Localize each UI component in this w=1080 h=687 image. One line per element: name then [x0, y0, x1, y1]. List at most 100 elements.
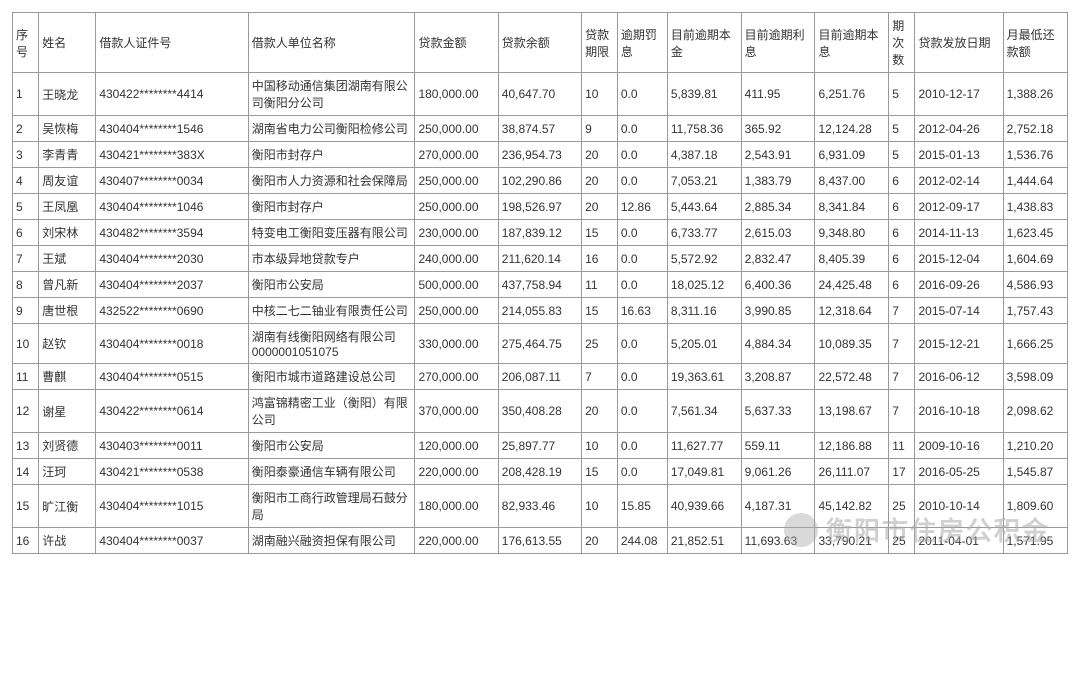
cell-od_interest: 9,061.26 [741, 459, 815, 485]
cell-loan_term: 9 [582, 116, 618, 142]
cell-loan_amt: 180,000.00 [415, 73, 498, 116]
cell-loan_bal: 25,897.77 [498, 433, 581, 459]
cell-unit: 衡阳市人力资源和社会保障局 [248, 168, 415, 194]
cell-name: 曾凡新 [39, 272, 96, 298]
cell-issue_date: 2015-07-14 [915, 298, 1003, 324]
cell-unit: 衡阳市公安局 [248, 433, 415, 459]
cell-periods: 6 [889, 168, 915, 194]
cell-periods: 6 [889, 246, 915, 272]
cell-min_repay: 1,809.60 [1003, 485, 1067, 528]
cell-loan_amt: 330,000.00 [415, 324, 498, 364]
cell-loan_bal: 40,647.70 [498, 73, 581, 116]
cell-loan_bal: 38,874.57 [498, 116, 581, 142]
cell-od_principal: 19,363.61 [667, 364, 741, 390]
cell-loan_bal: 206,087.11 [498, 364, 581, 390]
cell-od_total: 24,425.48 [815, 272, 889, 298]
cell-penalty: 0.0 [617, 324, 667, 364]
cell-loan_term: 10 [582, 433, 618, 459]
cell-loan_amt: 250,000.00 [415, 194, 498, 220]
cell-od_principal: 17,049.81 [667, 459, 741, 485]
cell-issue_date: 2016-05-25 [915, 459, 1003, 485]
cell-loan_amt: 500,000.00 [415, 272, 498, 298]
cell-od_principal: 5,205.01 [667, 324, 741, 364]
cell-seq: 12 [13, 390, 39, 433]
cell-loan_term: 10 [582, 73, 618, 116]
cell-seq: 15 [13, 485, 39, 528]
cell-od_total: 9,348.80 [815, 220, 889, 246]
cell-unit: 鸿富锦精密工业（衡阳）有限公司 [248, 390, 415, 433]
cell-name: 王晓龙 [39, 73, 96, 116]
cell-unit: 衡阳市工商行政管理局石鼓分局 [248, 485, 415, 528]
col-header-seq: 序号 [13, 13, 39, 73]
cell-idno: 430422********0614 [96, 390, 248, 433]
cell-penalty: 0.0 [617, 433, 667, 459]
cell-od_total: 8,437.00 [815, 168, 889, 194]
cell-od_interest: 2,885.34 [741, 194, 815, 220]
col-header-loan_amt: 贷款金额 [415, 13, 498, 73]
cell-name: 旷江衡 [39, 485, 96, 528]
cell-name: 唐世根 [39, 298, 96, 324]
cell-unit: 特变电工衡阳变压器有限公司 [248, 220, 415, 246]
cell-od_principal: 18,025.12 [667, 272, 741, 298]
cell-unit: 衡阳市公安局 [248, 272, 415, 298]
cell-od_interest: 411.95 [741, 73, 815, 116]
table-row: 16许战430404********0037湖南融兴融资担保有限公司220,00… [13, 528, 1068, 554]
cell-min_repay: 4,586.93 [1003, 272, 1067, 298]
cell-loan_term: 15 [582, 220, 618, 246]
cell-loan_term: 15 [582, 459, 618, 485]
col-header-idno: 借款人证件号 [96, 13, 248, 73]
cell-issue_date: 2010-12-17 [915, 73, 1003, 116]
cell-min_repay: 1,388.26 [1003, 73, 1067, 116]
cell-idno: 430422********4414 [96, 73, 248, 116]
cell-seq: 4 [13, 168, 39, 194]
cell-loan_bal: 214,055.83 [498, 298, 581, 324]
cell-name: 刘宋林 [39, 220, 96, 246]
cell-seq: 2 [13, 116, 39, 142]
cell-name: 谢星 [39, 390, 96, 433]
cell-min_repay: 1,438.83 [1003, 194, 1067, 220]
cell-periods: 11 [889, 433, 915, 459]
cell-name: 王凤凰 [39, 194, 96, 220]
cell-periods: 7 [889, 298, 915, 324]
cell-name: 李青青 [39, 142, 96, 168]
cell-periods: 17 [889, 459, 915, 485]
cell-seq: 9 [13, 298, 39, 324]
cell-issue_date: 2011-04-01 [915, 528, 1003, 554]
cell-min_repay: 1,604.69 [1003, 246, 1067, 272]
cell-unit: 湖南省电力公司衡阳检修公司 [248, 116, 415, 142]
cell-idno: 430404********1546 [96, 116, 248, 142]
cell-idno: 430403********0011 [96, 433, 248, 459]
cell-min_repay: 1,444.64 [1003, 168, 1067, 194]
cell-issue_date: 2016-06-12 [915, 364, 1003, 390]
col-header-min_repay: 月最低还款额 [1003, 13, 1067, 73]
cell-loan_bal: 350,408.28 [498, 390, 581, 433]
cell-penalty: 0.0 [617, 364, 667, 390]
cell-loan_bal: 82,933.46 [498, 485, 581, 528]
cell-od_principal: 11,758.36 [667, 116, 741, 142]
cell-min_repay: 1,210.20 [1003, 433, 1067, 459]
cell-name: 吴恢梅 [39, 116, 96, 142]
cell-issue_date: 2016-09-26 [915, 272, 1003, 298]
cell-min_repay: 1,623.45 [1003, 220, 1067, 246]
cell-loan_bal: 198,526.97 [498, 194, 581, 220]
cell-od_total: 22,572.48 [815, 364, 889, 390]
cell-loan_amt: 250,000.00 [415, 116, 498, 142]
cell-od_interest: 6,400.36 [741, 272, 815, 298]
cell-od_principal: 7,561.34 [667, 390, 741, 433]
cell-unit: 衡阳泰豪通信车辆有限公司 [248, 459, 415, 485]
col-header-name: 姓名 [39, 13, 96, 73]
cell-penalty: 0.0 [617, 116, 667, 142]
cell-issue_date: 2015-12-21 [915, 324, 1003, 364]
cell-loan_term: 20 [582, 194, 618, 220]
table-row: 7王斌430404********2030市本级异地贷款专户240,000.00… [13, 246, 1068, 272]
cell-loan_amt: 180,000.00 [415, 485, 498, 528]
table-row: 1王晓龙430422********4414中国移动通信集团湖南有限公司衡阳分公… [13, 73, 1068, 116]
table-row: 12谢星430422********0614鸿富锦精密工业（衡阳）有限公司370… [13, 390, 1068, 433]
cell-min_repay: 2,752.18 [1003, 116, 1067, 142]
cell-od_principal: 40,939.66 [667, 485, 741, 528]
cell-seq: 8 [13, 272, 39, 298]
cell-periods: 7 [889, 364, 915, 390]
cell-loan_bal: 236,954.73 [498, 142, 581, 168]
cell-penalty: 0.0 [617, 272, 667, 298]
cell-loan_bal: 102,290.86 [498, 168, 581, 194]
